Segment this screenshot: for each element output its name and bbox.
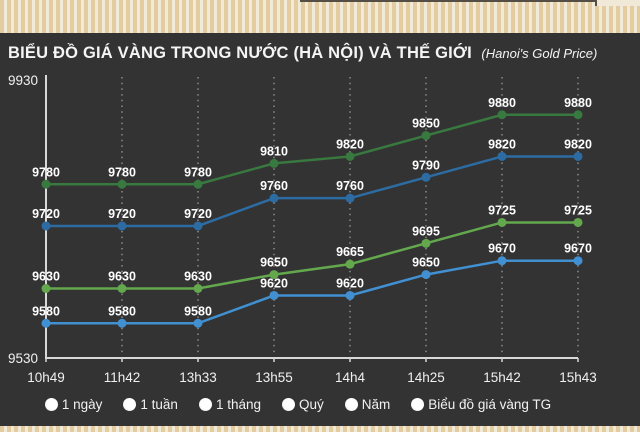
radio-icon[interactable] xyxy=(411,398,425,411)
chart-panel: BIỂU ĐỒ GIÁ VÀNG TRONG NƯỚC (HÀ NỘI) VÀ … xyxy=(0,33,640,426)
top-border-tick xyxy=(595,0,597,6)
radio-icon[interactable] xyxy=(198,398,212,411)
radio-icon[interactable] xyxy=(344,398,358,411)
radio-label: 1 tuần xyxy=(140,397,178,412)
radio-label: Quý xyxy=(299,397,324,412)
radio-quy[interactable]: Quý xyxy=(282,397,324,412)
radio-1-ngay[interactable]: 1 ngày xyxy=(44,397,103,412)
title-subtext: (Hanoi's Gold Price) xyxy=(481,46,598,61)
title-text: BIỂU ĐỒ GIÁ VÀNG TRONG NƯỚC (HÀ NỘI) VÀ … xyxy=(8,44,472,62)
radio-label: Biểu đồ giá vàng TG xyxy=(428,397,552,412)
top-right-patch xyxy=(597,0,640,6)
page-title: BIỂU ĐỒ GIÁ VÀNG TRONG NƯỚC (HÀ NỘI) VÀ … xyxy=(8,44,632,63)
radio-label: 1 tháng xyxy=(215,397,261,412)
radio-1-tuan[interactable]: 1 tuần xyxy=(123,397,178,412)
radio-label: Năm xyxy=(361,397,391,412)
radio-label: 1 ngày xyxy=(61,397,103,412)
radio-icon[interactable] xyxy=(282,398,295,411)
radio-nam[interactable]: Năm xyxy=(344,397,391,412)
radio-icon[interactable] xyxy=(123,398,137,411)
radio-1-thang[interactable]: 1 tháng xyxy=(198,397,261,412)
radio-bieu-do-gia-vang-tg[interactable]: Biểu đồ giá vàng TG xyxy=(411,397,551,412)
radio-icon[interactable] xyxy=(44,398,58,411)
top-border-line xyxy=(300,0,597,2)
period-selector: 1 ngày 1 tuần 1 tháng Quý Năm Biểu đồ gi… xyxy=(0,397,618,412)
